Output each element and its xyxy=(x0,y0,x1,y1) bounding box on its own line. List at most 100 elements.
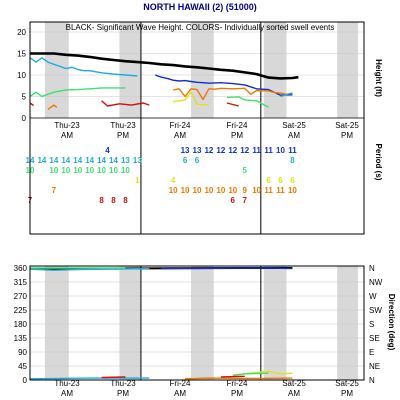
period-value: 7 xyxy=(52,186,57,195)
height-series-line-8 xyxy=(47,104,58,110)
night-band-bottom-0 xyxy=(44,266,69,380)
height-period-panel: BLACK- Significant Wave Height. COLORS- … xyxy=(17,21,383,235)
direction-series-line-3 xyxy=(161,267,293,270)
direction-tick-label: 180 xyxy=(14,320,28,329)
night-band-bottom-1 xyxy=(119,266,141,380)
period-value: 12 xyxy=(228,146,237,155)
compass-label: W xyxy=(369,292,377,301)
time-label-ampm: AM xyxy=(61,131,73,140)
compass-label: SW xyxy=(369,306,382,315)
time-labels-bottom: Thu-23AMThu-23PMFri-24AMFri-24PMSat-25AM… xyxy=(54,379,359,398)
period-value: 10 xyxy=(216,186,225,195)
period-value: 6 xyxy=(195,156,200,165)
height-tick-label: 15 xyxy=(17,50,26,59)
height-axis-label: Height (ft) xyxy=(374,59,383,97)
height-series-line-11 xyxy=(226,102,239,107)
period-value: 11 xyxy=(288,146,297,155)
height-series xyxy=(29,52,299,110)
time-label-ampm: AM xyxy=(61,389,73,398)
time-label-day: Thu-23 xyxy=(54,121,80,130)
period-value: 10 xyxy=(85,166,94,175)
compass-label: E xyxy=(369,348,374,357)
height-series-line-6 xyxy=(226,96,269,108)
direction-tick-labels: 0 45 90 135 180 225 270 315 360 xyxy=(14,264,28,385)
height-series-line-4 xyxy=(172,87,293,101)
period-value: 10 xyxy=(252,186,261,195)
direction-tick-label: 0 xyxy=(23,376,28,385)
period-value: 11 xyxy=(264,186,273,195)
compass-label: SE xyxy=(369,334,380,343)
period-value: 10 xyxy=(276,146,285,155)
period-value: 10 xyxy=(121,166,130,175)
height-series-line-2 xyxy=(155,74,293,96)
period-value: 6 xyxy=(183,156,188,165)
period-value: 7 xyxy=(242,196,247,205)
time-label-ampm: PM xyxy=(117,389,129,398)
chart-subtitle: BLACK- Significant Wave Height. COLORS- … xyxy=(66,23,335,32)
direction-axis-label: Direction (deg) xyxy=(387,294,396,351)
bottom-panel-frame xyxy=(29,265,365,381)
direction-tick-label: 225 xyxy=(14,306,28,315)
direction-tick-label: 270 xyxy=(14,292,28,301)
direction-series-line-5 xyxy=(232,372,269,377)
period-value: 12 xyxy=(204,146,213,155)
time-label-day: Sat-25 xyxy=(282,121,306,130)
time-label-ampm: AM xyxy=(174,389,186,398)
period-value: 12 xyxy=(240,146,249,155)
period-value: 8 xyxy=(290,156,295,165)
direction-series-line-7 xyxy=(185,377,293,380)
night-band-bottom-4 xyxy=(337,266,359,380)
period-value: 8 xyxy=(123,196,128,205)
night-band-top-4 xyxy=(337,22,359,118)
day-dividers-bottom xyxy=(140,266,262,380)
direction-series-line-9 xyxy=(220,375,245,378)
period-value: 4 xyxy=(171,176,176,185)
compass-label: S xyxy=(369,320,374,329)
time-label-ampm: PM xyxy=(231,389,243,398)
period-value: 11 xyxy=(276,186,285,195)
period-value: 8 xyxy=(99,196,104,205)
time-label-ampm: AM xyxy=(288,389,300,398)
period-value: 14 xyxy=(61,156,70,165)
period-value: 1 xyxy=(135,176,140,185)
time-label-ampm: AM xyxy=(288,131,300,140)
period-value: 11 xyxy=(252,146,261,155)
height-series-line-5 xyxy=(172,91,209,106)
height-series-line-10 xyxy=(29,102,34,107)
compass-label: NW xyxy=(369,278,383,287)
compass-labels: N NE E SE S SW W NW N xyxy=(369,264,383,385)
time-label-day: Thu-23 xyxy=(110,379,136,388)
time-label-day: Fri-24 xyxy=(227,379,248,388)
direction-tick-label: 315 xyxy=(14,278,28,287)
period-value: 14 xyxy=(73,156,82,165)
direction-panel: 0 45 90 135 180 225 270 315 360 N NE E SE S SW W NW N Th… xyxy=(14,264,396,398)
height-series-line-1 xyxy=(29,57,138,77)
time-label-ampm: AM xyxy=(174,131,186,140)
period-value: 10 xyxy=(193,186,202,195)
night-shading-bottom xyxy=(44,266,359,380)
period-value: 6 xyxy=(278,176,283,185)
period-value: 6 xyxy=(290,176,295,185)
period-value: 10 xyxy=(109,166,118,175)
period-value: 14 xyxy=(85,156,94,165)
day-dividers-top xyxy=(30,22,364,234)
period-value: 13 xyxy=(121,156,130,165)
period-value: 12 xyxy=(216,146,225,155)
time-label-day: Sat-25 xyxy=(335,121,359,130)
period-value: 10 xyxy=(61,166,70,175)
time-label-day: Fri-24 xyxy=(170,379,191,388)
period-value: 9 xyxy=(242,186,247,195)
period-value: 10 xyxy=(181,186,190,195)
night-shading-top xyxy=(44,22,359,118)
time-label-day: Sat-25 xyxy=(335,379,359,388)
direction-tick-label: 90 xyxy=(18,348,27,357)
time-label-ampm: PM xyxy=(341,131,353,140)
height-series-line-9 xyxy=(101,100,150,107)
height-tick-label: 5 xyxy=(22,93,27,102)
direction-series xyxy=(29,267,293,380)
period-value: 10 xyxy=(49,166,58,175)
night-band-bottom-2 xyxy=(191,266,214,380)
period-value: 6 xyxy=(266,176,271,185)
